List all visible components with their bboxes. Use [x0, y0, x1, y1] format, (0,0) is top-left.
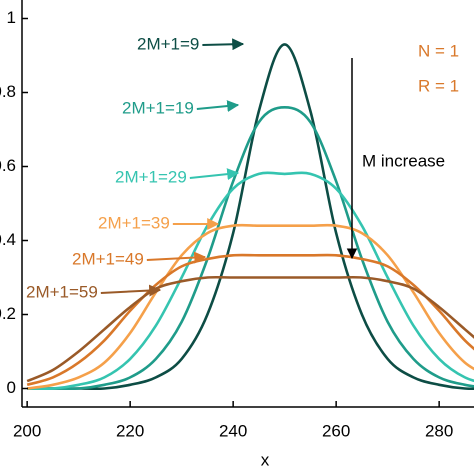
x-tick-label: 220	[116, 421, 144, 440]
series-label: 2M+1=49	[72, 249, 144, 268]
series-line	[26, 223, 474, 390]
annotation: N = 1	[418, 41, 459, 60]
label-arrow	[146, 251, 207, 264]
series-line	[26, 253, 474, 387]
annotation: M increase	[362, 151, 445, 170]
y-tick-label: 0.6	[0, 156, 16, 175]
label-arrow	[189, 168, 240, 181]
label-arrow	[202, 38, 245, 51]
x-tick-label: 260	[322, 421, 350, 440]
x-tick-label: 200	[13, 421, 41, 440]
y-tick-label: 0	[7, 378, 16, 397]
series-line	[27, 43, 474, 391]
series-line	[26, 275, 474, 383]
x-tick-label: 240	[219, 421, 247, 440]
y-tick-label: 1	[7, 8, 16, 27]
x-axis-label: x	[261, 450, 270, 469]
y-tick-label: 0.4	[0, 230, 16, 249]
x-tick-label: 280	[425, 421, 453, 440]
label-arrow	[196, 100, 240, 113]
annotation: R = 1	[418, 76, 459, 95]
series-label: 2M+1=29	[115, 167, 187, 186]
series-label: 2M+1=9	[137, 34, 199, 53]
y-tick-label: 0.2	[0, 304, 16, 323]
y-tick-label: 0.8	[0, 82, 16, 101]
series-line	[27, 171, 474, 391]
series-line	[27, 105, 474, 391]
series-label: 2M+1=39	[98, 213, 170, 232]
label-arrow	[100, 284, 162, 297]
series-label: 2M+1=59	[26, 282, 98, 301]
plot-area	[26, 43, 474, 391]
series-label: 2M+1=19	[122, 98, 194, 117]
